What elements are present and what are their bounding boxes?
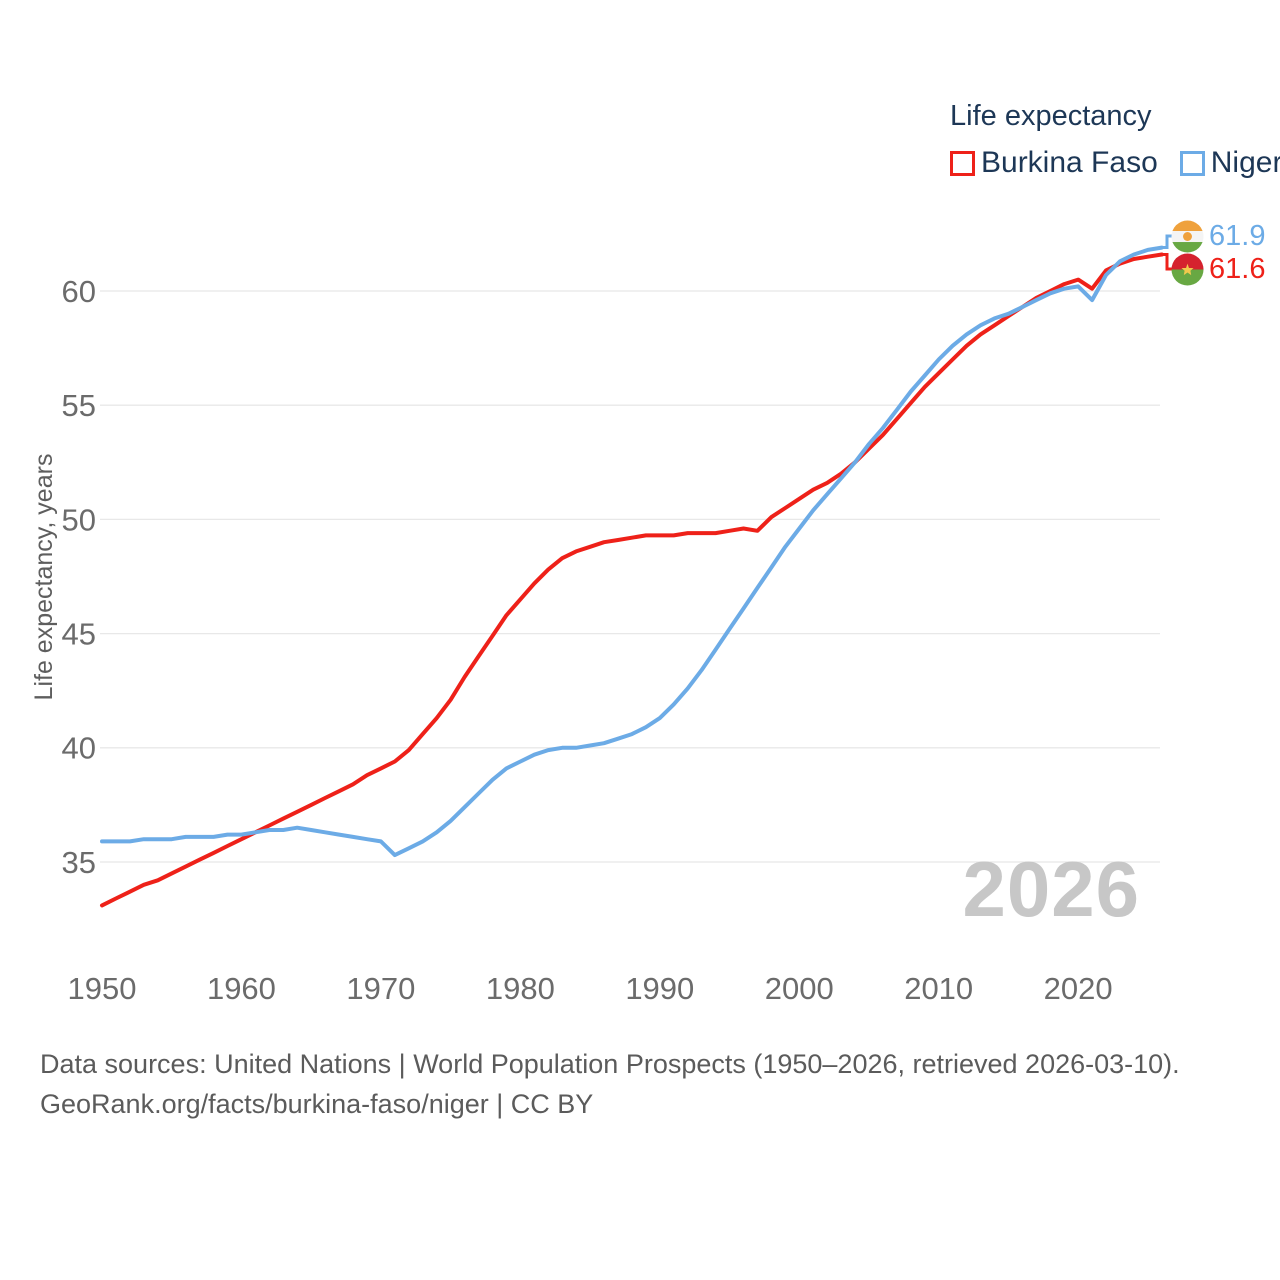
legend-item-burkina-faso[interactable]: Burkina Faso (950, 146, 1158, 180)
burkina-faso-leader-line (1162, 253, 1172, 271)
legend-title: Life expectancy (950, 100, 1152, 132)
y-tick-label: 35 (62, 845, 96, 880)
x-tick-label: 2000 (765, 971, 834, 1006)
grid-and-series: 35 40 45 50 55 60 1950 1960 1970 1980 1990 2000 2010… (62, 245, 1164, 1006)
x-tick-label: 1950 (68, 971, 137, 1006)
x-tick-label: 1990 (625, 971, 694, 1006)
niger-leader-line (1162, 234, 1172, 249)
niger-end-value: 61.9 (1209, 220, 1266, 252)
legend-item-niger[interactable]: Niger (1179, 146, 1280, 180)
y-tick-label: 60 (62, 274, 96, 309)
y-tick-label: 45 (62, 616, 96, 651)
footer-attribution-line: GeoRank.org/facts/burkina-faso/niger | C… (40, 1089, 594, 1119)
y-axis-title: Life expectancy, years (30, 453, 58, 701)
x-tick-label: 2020 (1044, 971, 1113, 1006)
niger-end-label: 61.9 (1171, 219, 1265, 253)
watermark-year: 2026 (962, 845, 1140, 933)
footer-sources-line: Data sources: United Nations | World Pop… (40, 1049, 1180, 1079)
plot-svg: 35 40 45 50 55 60 1950 1960 1970 1980 1990 2000 2010… (62, 234, 1172, 1006)
y-tick-label: 50 (62, 502, 96, 537)
burkina-faso-swatch-icon (950, 150, 975, 176)
burkina-faso-end-value: 61.6 (1209, 253, 1266, 285)
burkina-faso-end-label: 61.6 (1171, 252, 1265, 286)
niger-flag-icon (1171, 219, 1204, 253)
legend-label-burkina-faso: Burkina Faso (981, 146, 1158, 179)
x-tick-label: 1970 (346, 971, 415, 1006)
x-tick-label: 2010 (904, 971, 973, 1006)
legend-items: Burkina Faso Niger (950, 146, 1280, 180)
niger-swatch-icon (1179, 150, 1205, 176)
series-line-burkina-faso[interactable] (100, 252, 1164, 908)
x-tick-label: 1980 (486, 971, 555, 1006)
y-tick-label: 55 (62, 388, 96, 423)
burkina-faso-flag-icon (1171, 252, 1204, 286)
x-tick-label: 1960 (207, 971, 276, 1006)
y-tick-label: 40 (62, 731, 96, 766)
footer: Data sources: United Nations | World Pop… (40, 1044, 1180, 1124)
legend: Life expectancy Burkina Faso Niger (950, 100, 1280, 180)
legend-label-niger: Niger (1210, 146, 1280, 179)
series-line-niger[interactable] (100, 245, 1164, 858)
